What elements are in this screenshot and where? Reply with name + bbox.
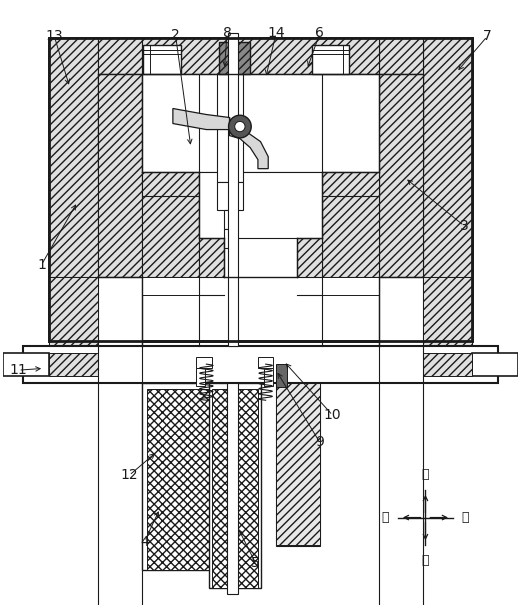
- Text: 7: 7: [483, 29, 492, 43]
- Polygon shape: [423, 38, 472, 341]
- Polygon shape: [322, 171, 379, 196]
- Text: 9: 9: [315, 435, 324, 449]
- Polygon shape: [296, 238, 322, 277]
- Bar: [217, 182, 243, 210]
- Text: 10: 10: [324, 409, 341, 423]
- Polygon shape: [276, 384, 320, 545]
- Text: 8: 8: [222, 26, 231, 40]
- Bar: [212, 389, 258, 588]
- Bar: [49, 38, 472, 341]
- Polygon shape: [98, 38, 142, 171]
- Bar: [258, 357, 274, 368]
- Bar: [142, 74, 199, 171]
- Bar: [264, 368, 274, 386]
- Bar: [49, 277, 98, 346]
- Bar: [423, 277, 472, 346]
- Bar: [142, 277, 199, 295]
- Polygon shape: [142, 38, 379, 74]
- Polygon shape: [173, 108, 230, 130]
- Text: 1: 1: [37, 258, 46, 272]
- Bar: [217, 74, 243, 182]
- Polygon shape: [142, 171, 199, 277]
- Polygon shape: [142, 171, 199, 196]
- Bar: [312, 46, 349, 74]
- Text: 3: 3: [460, 219, 468, 233]
- Polygon shape: [322, 171, 379, 277]
- Text: 上: 上: [421, 468, 429, 482]
- Text: 左: 左: [382, 511, 389, 524]
- Bar: [228, 33, 238, 346]
- Bar: [322, 277, 379, 295]
- Bar: [196, 368, 205, 386]
- Bar: [143, 46, 181, 74]
- Text: 6: 6: [315, 26, 324, 40]
- Bar: [147, 389, 232, 570]
- Circle shape: [235, 122, 245, 132]
- Bar: [219, 43, 250, 74]
- Polygon shape: [49, 277, 98, 346]
- Text: 14: 14: [267, 26, 285, 40]
- Polygon shape: [230, 117, 268, 168]
- Bar: [209, 384, 260, 588]
- Bar: [199, 171, 322, 238]
- Bar: [98, 277, 142, 608]
- Bar: [49, 38, 472, 341]
- Polygon shape: [49, 353, 98, 376]
- Polygon shape: [49, 38, 98, 341]
- Text: 5: 5: [251, 556, 260, 570]
- Text: 2: 2: [171, 27, 180, 41]
- Polygon shape: [98, 74, 142, 277]
- Text: 4: 4: [140, 534, 149, 548]
- Bar: [98, 74, 423, 171]
- Polygon shape: [379, 74, 423, 277]
- Bar: [472, 353, 518, 376]
- Text: 12: 12: [120, 468, 138, 482]
- Bar: [23, 346, 498, 384]
- Text: 下: 下: [421, 554, 429, 567]
- Bar: [379, 277, 423, 608]
- Polygon shape: [199, 238, 225, 277]
- Circle shape: [229, 115, 251, 138]
- Bar: [225, 229, 236, 248]
- Text: 11: 11: [9, 363, 27, 377]
- Bar: [227, 384, 238, 594]
- Bar: [276, 384, 320, 546]
- Bar: [225, 210, 236, 229]
- Bar: [142, 384, 237, 570]
- Polygon shape: [423, 277, 472, 346]
- Text: 13: 13: [45, 29, 63, 43]
- Bar: [3, 353, 49, 376]
- Bar: [276, 364, 287, 387]
- Bar: [196, 357, 212, 368]
- Polygon shape: [423, 353, 472, 376]
- Polygon shape: [379, 38, 423, 171]
- Text: 右: 右: [462, 511, 469, 524]
- Bar: [322, 74, 379, 171]
